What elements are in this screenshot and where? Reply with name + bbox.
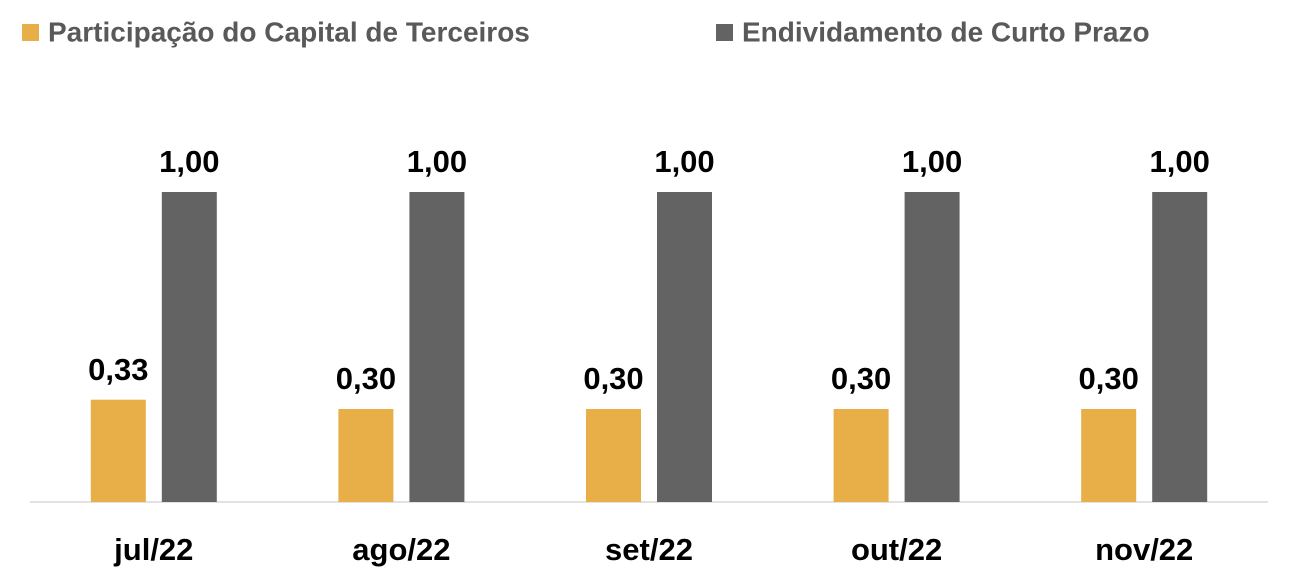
x-tick-label: jul/22 bbox=[113, 532, 193, 567]
value-label: 0,33 bbox=[88, 352, 148, 387]
value-label: 0,30 bbox=[583, 361, 643, 396]
bar bbox=[338, 409, 394, 502]
bar bbox=[161, 192, 217, 502]
bar bbox=[833, 409, 889, 502]
value-label: 1,00 bbox=[654, 144, 714, 179]
value-label: 1,00 bbox=[407, 144, 467, 179]
value-label: 1,00 bbox=[902, 144, 962, 179]
x-tick-label: out/22 bbox=[851, 532, 942, 567]
value-label: 0,30 bbox=[336, 361, 396, 396]
legend-swatch bbox=[716, 24, 733, 41]
legend-swatch bbox=[22, 24, 39, 41]
bar bbox=[1152, 192, 1208, 502]
legend-label: Endividamento de Curto Prazo bbox=[742, 16, 1150, 47]
value-label: 0,30 bbox=[831, 361, 891, 396]
value-label: 1,00 bbox=[1150, 144, 1210, 179]
bar bbox=[409, 192, 465, 502]
value-label: 0,30 bbox=[1079, 361, 1139, 396]
value-label: 1,00 bbox=[159, 144, 219, 179]
x-tick-label: nov/22 bbox=[1095, 532, 1193, 567]
x-tick-label: ago/22 bbox=[352, 532, 450, 567]
bar bbox=[904, 192, 960, 502]
bar bbox=[1081, 409, 1137, 502]
bar bbox=[586, 409, 641, 502]
bar bbox=[90, 399, 146, 502]
bar bbox=[657, 192, 712, 502]
x-tick-label: set/22 bbox=[605, 532, 693, 567]
legend-label: Participação do Capital de Terceiros bbox=[48, 16, 530, 47]
